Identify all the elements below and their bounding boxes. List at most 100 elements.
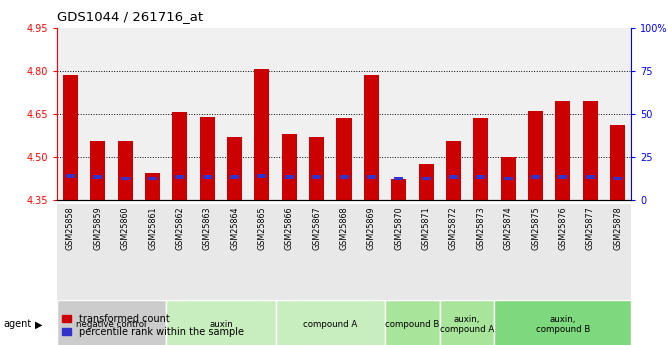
Bar: [419, 164, 434, 200]
Bar: [586, 175, 595, 179]
Bar: [440, 300, 494, 345]
Text: GSM25868: GSM25868: [339, 206, 349, 250]
Text: GSM25871: GSM25871: [422, 206, 431, 250]
Bar: [494, 300, 631, 345]
Bar: [200, 117, 214, 200]
Bar: [604, 204, 631, 300]
Bar: [473, 118, 488, 200]
Text: GDS1044 / 261716_at: GDS1044 / 261716_at: [57, 10, 203, 23]
Bar: [364, 75, 379, 200]
Text: GSM25860: GSM25860: [121, 206, 130, 250]
Bar: [257, 174, 267, 178]
Bar: [440, 204, 467, 300]
Bar: [522, 204, 549, 300]
Bar: [367, 175, 376, 179]
Bar: [202, 175, 212, 179]
Bar: [230, 175, 239, 179]
Bar: [391, 178, 406, 200]
Text: GSM25876: GSM25876: [558, 206, 567, 250]
Bar: [57, 300, 166, 345]
Bar: [276, 300, 385, 345]
Text: GSM25863: GSM25863: [203, 206, 212, 250]
Bar: [394, 177, 403, 180]
Text: compound A: compound A: [303, 320, 357, 329]
Bar: [84, 204, 112, 300]
Bar: [248, 204, 276, 300]
Text: auxin,
compound B: auxin, compound B: [536, 315, 590, 334]
Text: GSM25872: GSM25872: [449, 206, 458, 250]
Bar: [422, 177, 431, 180]
Text: GSM25859: GSM25859: [94, 206, 102, 250]
Text: GSM25877: GSM25877: [586, 206, 595, 250]
Text: GSM25865: GSM25865: [257, 206, 267, 250]
Bar: [276, 204, 303, 300]
Bar: [582, 101, 598, 200]
Bar: [339, 175, 349, 179]
Text: GSM25862: GSM25862: [176, 206, 184, 250]
Bar: [172, 112, 188, 200]
Text: GSM25874: GSM25874: [504, 206, 512, 250]
Bar: [467, 204, 494, 300]
Text: GSM25864: GSM25864: [230, 206, 239, 250]
Bar: [504, 177, 512, 180]
Text: compound B: compound B: [385, 320, 440, 329]
Bar: [166, 300, 276, 345]
Bar: [549, 204, 576, 300]
Bar: [118, 141, 133, 200]
Bar: [94, 175, 102, 179]
Text: auxin,
compound A: auxin, compound A: [440, 315, 494, 334]
Bar: [337, 118, 351, 200]
Bar: [555, 101, 570, 200]
Bar: [500, 157, 516, 200]
Bar: [312, 175, 321, 179]
Text: ▶: ▶: [35, 319, 42, 329]
Bar: [255, 69, 269, 200]
Bar: [121, 177, 130, 180]
Bar: [145, 173, 160, 200]
Bar: [90, 141, 106, 200]
Bar: [385, 204, 412, 300]
Text: GSM25869: GSM25869: [367, 206, 376, 250]
Bar: [576, 204, 604, 300]
Bar: [139, 204, 166, 300]
Bar: [285, 175, 294, 179]
Bar: [194, 204, 221, 300]
Bar: [176, 175, 184, 179]
Bar: [112, 204, 139, 300]
Bar: [331, 204, 357, 300]
Text: GSM25858: GSM25858: [66, 206, 75, 250]
Bar: [221, 204, 248, 300]
Text: agent: agent: [3, 319, 31, 329]
Bar: [558, 175, 567, 179]
Text: GSM25873: GSM25873: [476, 206, 485, 250]
Bar: [528, 111, 543, 200]
Bar: [449, 175, 458, 179]
Bar: [148, 177, 157, 180]
Text: GSM25878: GSM25878: [613, 206, 622, 250]
Bar: [531, 175, 540, 179]
Bar: [476, 175, 486, 179]
Text: auxin: auxin: [209, 320, 232, 329]
Bar: [57, 204, 84, 300]
Bar: [282, 134, 297, 200]
Bar: [309, 137, 324, 200]
Text: GSM25861: GSM25861: [148, 206, 157, 250]
Bar: [357, 204, 385, 300]
Legend: transformed count, percentile rank within the sample: transformed count, percentile rank withi…: [61, 314, 244, 337]
Bar: [66, 174, 75, 178]
Bar: [385, 300, 440, 345]
Bar: [303, 204, 331, 300]
Bar: [610, 125, 625, 200]
Bar: [63, 75, 78, 200]
Text: GSM25867: GSM25867: [312, 206, 321, 250]
Bar: [166, 204, 194, 300]
Text: GSM25870: GSM25870: [394, 206, 403, 250]
Bar: [412, 204, 440, 300]
Text: GSM25866: GSM25866: [285, 206, 294, 250]
Bar: [446, 141, 461, 200]
Bar: [227, 137, 242, 200]
Text: GSM25875: GSM25875: [531, 206, 540, 250]
Text: negative control: negative control: [76, 320, 147, 329]
Bar: [613, 177, 622, 180]
Bar: [494, 204, 522, 300]
